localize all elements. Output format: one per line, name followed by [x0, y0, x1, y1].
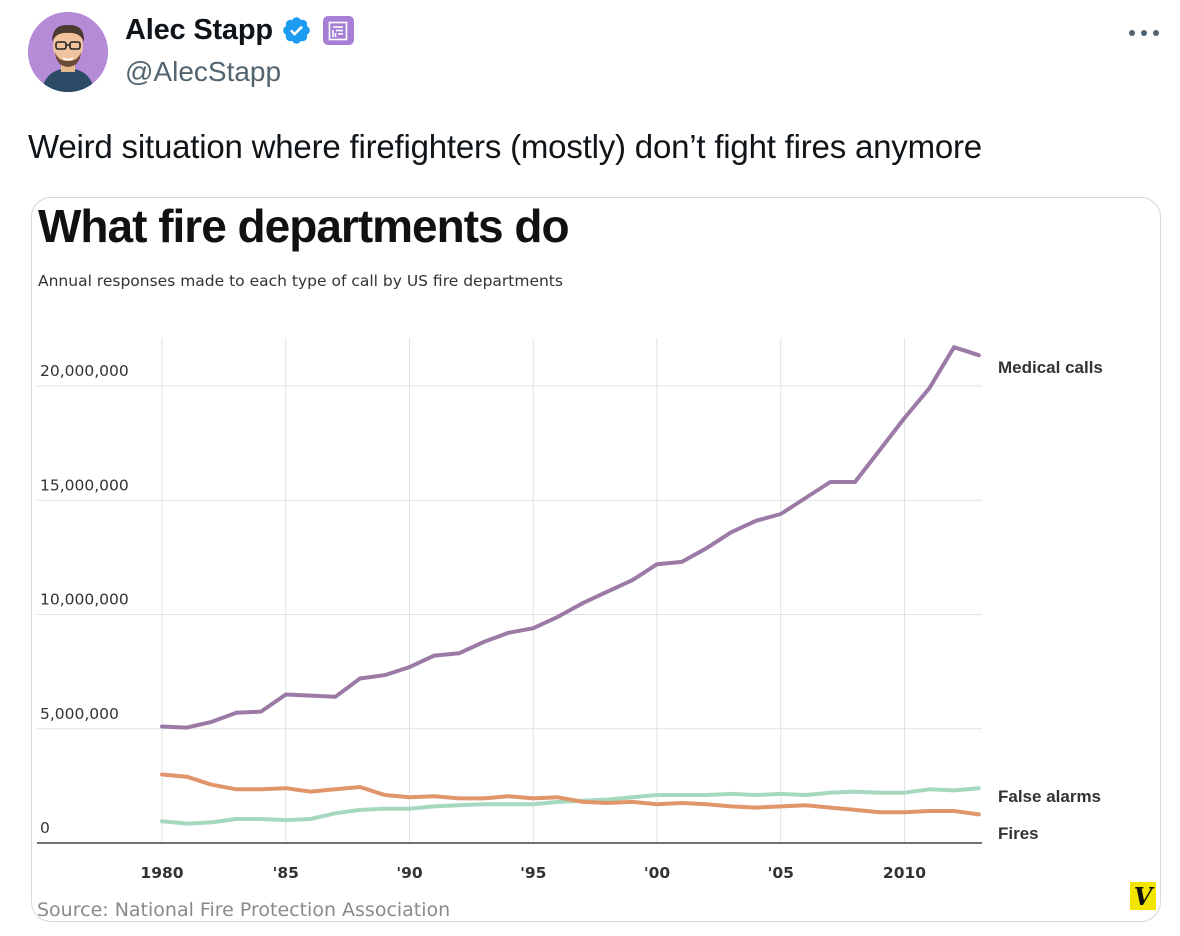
vox-logo: V	[1130, 882, 1156, 911]
series-label: Medical calls	[998, 358, 1103, 377]
x-tick-label: '00	[644, 864, 671, 882]
more-options-icon[interactable]	[1126, 18, 1162, 48]
tweet-media-chart[interactable]: What fire departments do Annual response…	[31, 197, 1161, 922]
newsletter-icon	[329, 21, 348, 40]
chart-labels: 0 5,000,000 10,000,000 15,000,000 20,000,000…	[40, 358, 1103, 882]
series-line	[160, 345, 981, 730]
chart-series	[160, 345, 981, 826]
subscription-badge-icon[interactable]	[322, 16, 354, 45]
author-avatar[interactable]	[28, 12, 108, 92]
line-chart: What fire departments do Annual response…	[37, 200, 1156, 921]
y-tick-label: 0	[40, 819, 50, 837]
tweet-text: Weird situation where firefighters (most…	[28, 128, 982, 165]
y-tick-label: 5,000,000	[40, 705, 119, 723]
series-label: False alarms	[998, 787, 1101, 806]
author-name-row: Alec Stapp	[125, 14, 354, 47]
y-tick-label: 15,000,000	[40, 476, 129, 494]
vox-logo-text: V	[1134, 882, 1155, 911]
x-tick-label: 2010	[883, 864, 926, 882]
series-label: Fires	[998, 824, 1039, 843]
chart-gridlines	[37, 338, 982, 844]
series-line	[160, 772, 981, 817]
chart-subtitle: Annual responses made to each type of ca…	[38, 272, 563, 290]
series-line	[160, 786, 981, 826]
y-tick-label: 10,000,000	[40, 591, 129, 609]
author-display-name[interactable]: Alec Stapp	[125, 14, 273, 46]
x-tick-label: '95	[520, 864, 546, 882]
x-tick-label: '85	[273, 864, 299, 882]
x-tick-label: '90	[396, 864, 423, 882]
chart-source: Source: National Fire Protection Associa…	[37, 899, 450, 921]
x-tick-label: 1980	[140, 864, 183, 882]
author-handle[interactable]: @AlecStapp	[125, 56, 282, 87]
chart-title: What fire departments do	[38, 200, 569, 252]
y-tick-label: 20,000,000	[40, 362, 129, 380]
verified-badge-icon[interactable]	[281, 15, 312, 46]
x-tick-label: '05	[768, 864, 794, 882]
avatar-illustration	[28, 12, 108, 92]
